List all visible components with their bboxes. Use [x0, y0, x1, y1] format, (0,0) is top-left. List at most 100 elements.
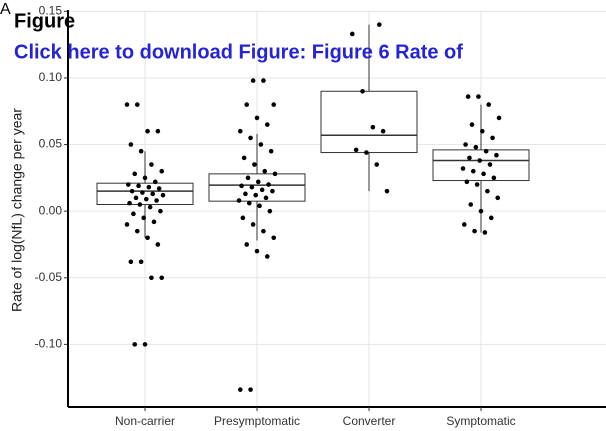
- point: [160, 192, 166, 198]
- point: [254, 248, 260, 254]
- point: [271, 235, 277, 241]
- point: [133, 195, 139, 201]
- point: [138, 148, 144, 154]
- point: [244, 242, 250, 247]
- x-tick-label: Converter: [343, 414, 396, 428]
- point: [237, 387, 243, 392]
- point: [257, 203, 262, 209]
- point: [152, 179, 158, 185]
- point: [249, 184, 255, 190]
- point: [262, 168, 268, 174]
- point: [258, 142, 264, 147]
- point: [127, 200, 132, 206]
- point: [470, 168, 476, 174]
- point: [467, 155, 472, 161]
- point: [149, 162, 154, 167]
- point: [134, 102, 140, 107]
- point: [478, 208, 484, 214]
- point: [158, 208, 163, 214]
- point: [360, 88, 365, 94]
- point: [132, 171, 138, 177]
- point: [491, 175, 497, 181]
- point: [483, 148, 489, 154]
- box: [320, 90, 418, 154]
- panel-label: A: [0, 1, 11, 18]
- box: [432, 149, 530, 182]
- point: [240, 215, 246, 221]
- point: [151, 219, 157, 225]
- point: [124, 222, 130, 227]
- point: [460, 166, 466, 171]
- point: [239, 183, 244, 189]
- point: [156, 186, 162, 191]
- point: [154, 198, 159, 203]
- point: [266, 182, 271, 187]
- point: [267, 208, 273, 214]
- point: [479, 128, 485, 134]
- y-tick-label: 0.05: [39, 137, 63, 151]
- point: [261, 228, 266, 234]
- point: [145, 128, 150, 134]
- point: [270, 188, 275, 194]
- y-tick-label: 0.10: [39, 70, 63, 84]
- point: [136, 183, 141, 189]
- point: [264, 122, 270, 127]
- y-tick-label: 0.00: [39, 203, 63, 217]
- point: [384, 188, 390, 194]
- point: [159, 168, 165, 174]
- point: [463, 142, 468, 147]
- point: [380, 128, 386, 134]
- box: [96, 182, 194, 206]
- point: [482, 230, 488, 235]
- point: [268, 148, 274, 154]
- point: [468, 202, 474, 207]
- point: [147, 204, 153, 210]
- point: [461, 222, 467, 227]
- point: [155, 128, 161, 134]
- point: [364, 150, 369, 155]
- point: [138, 259, 144, 265]
- point: [254, 115, 260, 121]
- point: [243, 191, 248, 197]
- point: [370, 124, 376, 130]
- point: [376, 22, 382, 27]
- point: [495, 195, 501, 201]
- y-axis-label: Rate of log(NfL) change per year: [9, 108, 25, 312]
- point: [481, 171, 486, 177]
- point: [149, 275, 154, 281]
- point: [264, 254, 270, 259]
- point: [469, 122, 475, 127]
- point: [261, 78, 266, 83]
- point: [472, 228, 477, 234]
- point: [353, 147, 359, 153]
- point: [129, 188, 135, 194]
- figure-title: Figure: [14, 10, 75, 32]
- point: [128, 259, 134, 265]
- download-link[interactable]: Click here to download Figure: Figure 6 …: [14, 41, 463, 63]
- point: [252, 162, 257, 167]
- point: [272, 171, 278, 177]
- point: [237, 128, 243, 134]
- x-tick-label: Symptomatic: [446, 414, 515, 428]
- point: [150, 191, 156, 197]
- point: [241, 155, 247, 161]
- point: [496, 115, 502, 121]
- y-tick-label: 0.15: [39, 4, 63, 18]
- point: [142, 175, 148, 181]
- point: [125, 182, 131, 187]
- y-tick-label: -0.10: [35, 337, 63, 351]
- point: [485, 188, 490, 194]
- point: [349, 31, 355, 37]
- point: [250, 78, 256, 83]
- point: [486, 102, 492, 107]
- point: [131, 211, 136, 217]
- point: [124, 102, 130, 107]
- x-tick-label: Presymptomatic: [214, 414, 300, 428]
- point: [253, 192, 259, 198]
- point: [142, 342, 148, 347]
- point: [248, 387, 253, 392]
- point: [488, 215, 494, 221]
- point: [476, 94, 481, 99]
- point: [134, 228, 140, 234]
